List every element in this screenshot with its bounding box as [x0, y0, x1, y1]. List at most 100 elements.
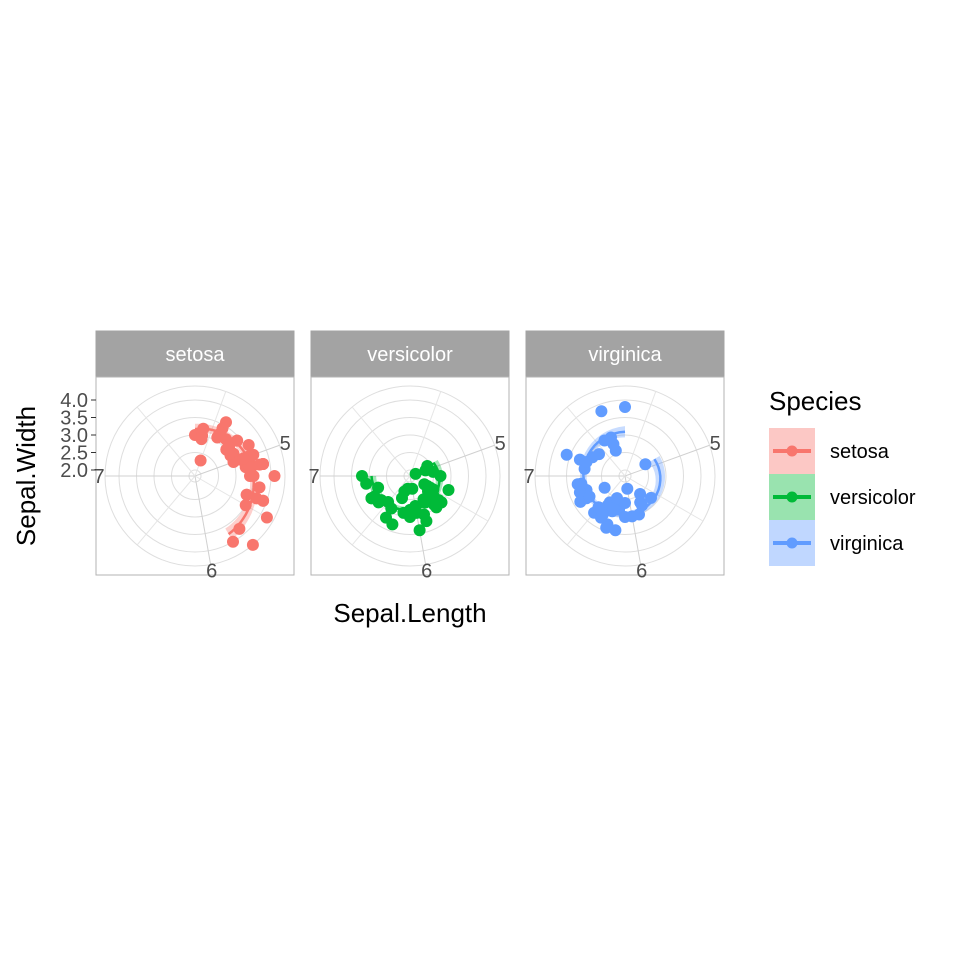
- data-point: [239, 499, 252, 512]
- data-point: [595, 405, 608, 418]
- panel-setosa: setosa 5 6 72.02.53.03.54.0: [60, 330, 295, 583]
- data-point: [573, 486, 586, 499]
- data-point: [425, 496, 438, 508]
- data-point: [397, 506, 410, 519]
- legend-label-versicolor: versicolor: [830, 487, 916, 509]
- grid-spoke: [351, 406, 411, 477]
- theta-tick-label: 6: [206, 561, 217, 583]
- grid-spoke: [409, 391, 442, 477]
- data-point: [365, 492, 378, 505]
- data-point: [607, 501, 620, 514]
- facet-label: setosa: [166, 344, 226, 366]
- legend-title: Species: [769, 386, 862, 416]
- theta-tick-label: 7: [523, 466, 534, 488]
- theta-tick-label: 7: [93, 466, 104, 488]
- data-point: [244, 470, 256, 482]
- data-point: [600, 521, 613, 534]
- data-point: [237, 452, 250, 465]
- data-point: [242, 439, 255, 451]
- data-point: [560, 448, 573, 461]
- data-point: [574, 495, 587, 508]
- grid-spoke: [566, 406, 626, 477]
- panel-versicolor: versicolor 5 6 7: [308, 330, 510, 583]
- legend-label-virginica: virginica: [830, 533, 904, 555]
- data-point: [220, 443, 233, 456]
- data-point: [220, 416, 232, 429]
- x-axis-title: Sepal.Length: [333, 598, 486, 628]
- data-point: [593, 448, 605, 461]
- data-point: [645, 491, 657, 504]
- panels: setosa5672.02.53.03.54.0versicolor567vir…: [60, 330, 725, 583]
- panel-virginica: virginica 5 6 7: [523, 330, 725, 583]
- data-point: [427, 465, 440, 478]
- facet-label: virginica: [588, 344, 662, 366]
- facet-strip: [310, 330, 510, 378]
- data-point: [409, 500, 422, 512]
- data-point: [442, 484, 455, 496]
- r-tick-label: 3.0: [60, 425, 88, 447]
- r-tick-label: 2.0: [60, 460, 88, 482]
- theta-tick-label: 6: [636, 561, 647, 583]
- theta-tick-label: 5: [280, 433, 291, 455]
- data-point: [619, 401, 631, 413]
- data-point: [246, 538, 259, 551]
- grid-spoke: [136, 406, 196, 477]
- data-point: [621, 482, 634, 495]
- theta-tick-label: 5: [495, 433, 506, 455]
- data-point: [231, 434, 244, 447]
- data-point: [633, 508, 645, 521]
- polar-grid: [104, 385, 286, 567]
- legend-key-point: [786, 445, 798, 457]
- data-point: [253, 481, 266, 494]
- data-point: [598, 481, 611, 494]
- facet-label: versicolor: [367, 344, 453, 366]
- data-point: [398, 485, 411, 498]
- data-point: [268, 470, 281, 482]
- data-point: [385, 502, 398, 515]
- grid-spoke: [624, 475, 704, 522]
- data-point: [634, 496, 647, 509]
- r-tick-label: 2.5: [60, 443, 88, 465]
- data-point: [360, 477, 373, 490]
- points: [356, 460, 455, 537]
- data-point: [639, 458, 652, 471]
- data-point: [233, 522, 246, 535]
- legend-label-setosa: setosa: [830, 441, 890, 463]
- grid-spoke: [136, 475, 196, 546]
- r-tick-label: 3.5: [60, 408, 88, 430]
- data-point: [227, 535, 239, 548]
- data-point: [413, 524, 426, 537]
- data-point: [609, 524, 622, 537]
- data-point: [257, 458, 269, 470]
- facet-strip: [95, 330, 295, 378]
- data-point: [260, 511, 273, 524]
- theta-tick-label: 7: [308, 466, 319, 488]
- r-axis: 2.02.53.03.54.0: [60, 390, 96, 482]
- legend-key-point: [786, 491, 798, 503]
- grid-spoke: [624, 444, 710, 477]
- data-point: [240, 488, 253, 501]
- data-point: [409, 467, 422, 480]
- theta-tick-label: 6: [421, 561, 432, 583]
- grid-spoke: [624, 391, 657, 477]
- data-point: [592, 501, 605, 514]
- data-point: [611, 492, 623, 505]
- grid-spoke: [194, 475, 274, 522]
- y-axis-title: Sepal.Width: [11, 406, 41, 546]
- data-point: [197, 422, 210, 435]
- data-point: [605, 431, 617, 444]
- data-point: [583, 490, 596, 503]
- data-point: [420, 515, 433, 528]
- data-point: [634, 488, 647, 500]
- legend: Species setosa versicolor virginica: [769, 386, 916, 566]
- data-point: [580, 456, 593, 468]
- theta-tick-label: 5: [710, 433, 721, 455]
- data-point: [194, 454, 207, 467]
- data-point: [213, 428, 225, 441]
- points: [560, 401, 657, 537]
- r-tick-label: 4.0: [60, 390, 88, 412]
- grid-spoke: [194, 475, 212, 565]
- data-point: [386, 518, 399, 531]
- points: [189, 416, 281, 551]
